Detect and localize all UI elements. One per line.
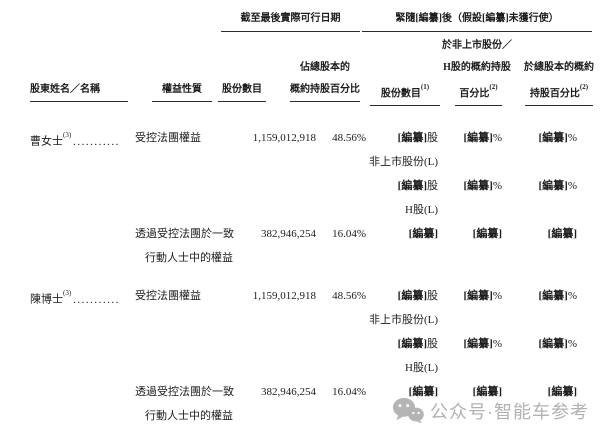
- unit-label: %: [567, 290, 577, 302]
- table-row: H股(L): [0, 356, 600, 380]
- watermark-text: 公众号·智能车参考: [430, 401, 589, 422]
- unit-label: 股: [427, 180, 438, 192]
- leader-dots: ...........: [73, 293, 120, 306]
- pct-current-value: 48.56%: [332, 290, 366, 302]
- nature-of-interest: 受控法團權益: [135, 290, 201, 302]
- shares-current-value: 1,159,012,918: [252, 290, 316, 302]
- redacted-value: [編纂]: [463, 132, 493, 144]
- table-row: 透過受控法團於一致 382,946,254 16.04% [編纂] [編纂] […: [0, 380, 600, 404]
- redacted-value: [編纂]: [547, 228, 577, 240]
- shares-current-value: 1,159,012,918: [252, 132, 316, 144]
- unit-label: 股: [427, 132, 438, 144]
- redacted-value: [編纂]: [538, 132, 568, 144]
- unit-label: %: [567, 338, 577, 350]
- redacted-value: [編纂]: [463, 290, 493, 302]
- nature-of-interest-cont: 行動人士中的權益: [145, 252, 233, 264]
- table-row: 非上市股份(L): [0, 308, 600, 332]
- table-row: 行動人士中的權益: [0, 404, 600, 428]
- leader-dots: ...........: [73, 135, 120, 148]
- column-header-shares-current: 股份數目: [218, 83, 266, 102]
- unit-label: %: [567, 132, 577, 144]
- redacted-value: [編纂]: [538, 290, 568, 302]
- column-header-pct-total-text: 持股百分比: [529, 88, 580, 100]
- watermark: 公众号·智能车参考: [392, 397, 589, 424]
- footnote-ref-3: (2): [579, 83, 589, 91]
- share-class-label: H股(L): [405, 362, 438, 374]
- column-header-pct-unlisted-line2: H股的概約持股: [443, 62, 511, 73]
- redacted-value: [編纂]: [472, 228, 502, 240]
- table-row: 透過受控法團於一致 382,946,254 16.04% [編纂] [編纂] […: [0, 222, 600, 246]
- redacted-value: [編纂]: [538, 338, 568, 350]
- redacted-value: [編纂]: [408, 228, 438, 240]
- footnote-ref: (3): [63, 289, 72, 297]
- group-header-current-date: 截至最後實際可行日期: [221, 12, 360, 32]
- redacted-value: [編纂]: [463, 338, 493, 350]
- redacted-value: [編纂]: [397, 132, 427, 144]
- share-class-label: 非上市股份(L): [368, 156, 438, 168]
- column-header-pct-current-line2: 概約持股百分比: [290, 83, 360, 102]
- shares-current-value: 382,946,254: [261, 228, 316, 240]
- footnote-ref-2: (2): [489, 83, 498, 91]
- column-header-pct-total-line2: 持股百分比(2): [525, 83, 593, 107]
- column-header-pct-unlisted-line1: 於非上市股份／: [442, 40, 512, 51]
- unit-label: %: [492, 180, 502, 192]
- footnote-ref: (3): [63, 131, 72, 139]
- redacted-value: [編纂]: [538, 180, 568, 192]
- redacted-value: [編纂]: [397, 290, 427, 302]
- wechat-icon: [392, 397, 424, 424]
- column-header-pct-unlisted-text: 百分比: [459, 88, 490, 100]
- footnote-ref-1: (1): [420, 83, 430, 91]
- redacted-value: [編纂]: [408, 386, 438, 398]
- unit-label: %: [492, 338, 502, 350]
- unit-label: %: [567, 180, 577, 192]
- column-header-pct-unlisted-line3: 百分比(2): [455, 83, 502, 107]
- table-row: 非上市股份(L): [0, 150, 600, 174]
- nature-of-interest: 透過受控法團於一致: [135, 228, 234, 240]
- table-body: 曹女士(3)........... 受控法團權益 1,159,012,918 4…: [0, 126, 600, 428]
- unit-label: %: [492, 290, 502, 302]
- redacted-value: [編纂]: [397, 180, 427, 192]
- column-header-shareholder: 股東姓名／名稱: [30, 83, 128, 102]
- nature-of-interest: 受控法團權益: [135, 132, 201, 144]
- share-class-label: H股(L): [405, 204, 438, 216]
- redacted-value: [編纂]: [547, 386, 577, 398]
- column-header-shares-post-text: 股份數目: [380, 88, 421, 100]
- row-spacer: [0, 270, 600, 284]
- unit-label: %: [492, 132, 502, 144]
- nature-of-interest-cont: 行動人士中的權益: [145, 410, 233, 422]
- table-row: [編纂]股 [編纂]% [編纂]%: [0, 332, 600, 356]
- shareholder-name: 陳博士: [30, 293, 63, 306]
- redacted-value: [編纂]: [472, 386, 502, 398]
- group-header-post-offering: 緊隨[編纂]後（假設[編纂]未獲行使）: [362, 12, 592, 32]
- column-header-pct-current-line1: 佔總股本的: [300, 62, 350, 73]
- shares-current-value: 382,946,254: [261, 386, 316, 398]
- table-row: 行動人士中的權益: [0, 246, 600, 270]
- pct-current-value: 48.56%: [332, 132, 366, 144]
- column-header-pct-total-line1: 於總股本的概約: [524, 62, 594, 73]
- column-header-shares-post: 股份數目(1): [370, 83, 440, 107]
- redacted-value: [編纂]: [397, 338, 427, 350]
- pct-current-value: 16.04%: [332, 386, 366, 398]
- table-row: [編纂]股 [編纂]% [編纂]%: [0, 174, 600, 198]
- table-row: 陳博士(3)........... 受控法團權益 1,159,012,918 4…: [0, 284, 600, 308]
- nature-of-interest: 透過受控法團於一致: [135, 386, 234, 398]
- table-row: H股(L): [0, 198, 600, 222]
- table-row: 曹女士(3)........... 受控法團權益 1,159,012,918 4…: [0, 126, 600, 150]
- pct-current-value: 16.04%: [332, 228, 366, 240]
- redacted-value: [編纂]: [463, 180, 493, 192]
- share-class-label: 非上市股份(L): [368, 314, 438, 326]
- unit-label: 股: [427, 338, 438, 350]
- shareholder-name: 曹女士: [30, 135, 63, 148]
- column-header-nature: 權益性質: [152, 83, 212, 102]
- unit-label: 股: [427, 290, 438, 302]
